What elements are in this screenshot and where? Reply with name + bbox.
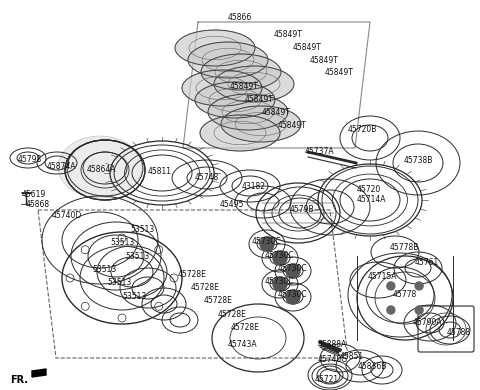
Text: 45715A: 45715A: [368, 272, 397, 281]
Text: 45730C: 45730C: [278, 264, 308, 273]
Text: 45737A: 45737A: [305, 147, 335, 156]
Text: 45888A: 45888A: [318, 340, 347, 349]
Text: 45743A: 45743A: [228, 340, 258, 349]
Text: 45740G: 45740G: [318, 355, 348, 364]
Text: 53513: 53513: [125, 252, 149, 261]
Text: 45730C: 45730C: [265, 251, 295, 260]
Text: 45720B: 45720B: [348, 125, 377, 134]
Ellipse shape: [182, 70, 262, 106]
Text: 45720: 45720: [357, 185, 381, 194]
Text: 45874A: 45874A: [47, 162, 76, 171]
Text: 45790A: 45790A: [413, 318, 443, 327]
Text: 45721: 45721: [315, 375, 339, 384]
Ellipse shape: [188, 42, 268, 78]
Text: 45849T: 45849T: [230, 82, 259, 91]
Text: 45798: 45798: [18, 155, 42, 164]
Text: 45836B: 45836B: [358, 362, 387, 371]
Ellipse shape: [175, 30, 255, 66]
Text: 45748: 45748: [195, 173, 219, 182]
Ellipse shape: [214, 66, 294, 102]
Text: 43182: 43182: [242, 182, 266, 191]
Circle shape: [273, 251, 287, 265]
Circle shape: [286, 290, 300, 304]
Polygon shape: [32, 369, 46, 377]
Text: 45728E: 45728E: [231, 323, 260, 332]
Text: 45728E: 45728E: [218, 310, 247, 319]
Text: 45728E: 45728E: [204, 296, 233, 305]
Text: 45738B: 45738B: [404, 156, 433, 165]
Text: 45728E: 45728E: [178, 270, 207, 279]
Text: 45778: 45778: [393, 290, 417, 299]
Text: 45730C: 45730C: [278, 290, 308, 299]
Ellipse shape: [195, 82, 275, 118]
Text: 45730C: 45730C: [265, 277, 295, 286]
Text: 45788: 45788: [447, 328, 471, 337]
Text: 45866: 45866: [228, 13, 252, 22]
Text: 45714A: 45714A: [357, 195, 386, 204]
Text: 45730C: 45730C: [252, 237, 282, 246]
Text: 45864A: 45864A: [87, 165, 117, 174]
Circle shape: [387, 306, 395, 314]
Text: 53513: 53513: [110, 238, 134, 247]
Circle shape: [286, 264, 300, 278]
Text: 45728E: 45728E: [191, 283, 220, 292]
Ellipse shape: [221, 106, 301, 142]
Ellipse shape: [201, 54, 281, 90]
Text: 4579B: 4579B: [290, 205, 314, 214]
Text: 45740D: 45740D: [52, 211, 82, 220]
Circle shape: [415, 282, 423, 290]
Text: 45849T: 45849T: [293, 43, 322, 52]
Circle shape: [273, 277, 287, 291]
Text: 45849T: 45849T: [274, 30, 303, 39]
Text: 45778B: 45778B: [390, 243, 420, 252]
Text: 45849T: 45849T: [262, 108, 291, 117]
Circle shape: [260, 237, 274, 251]
Text: 53513: 53513: [107, 278, 131, 287]
Text: 45851: 45851: [340, 352, 364, 361]
Circle shape: [415, 306, 423, 314]
Text: 53513: 53513: [92, 265, 116, 274]
Text: 45495: 45495: [220, 200, 244, 209]
Text: 45868: 45868: [26, 200, 50, 209]
Text: 53513: 53513: [122, 292, 146, 301]
Ellipse shape: [58, 136, 142, 198]
Text: 45849T: 45849T: [310, 56, 339, 65]
Text: 45619: 45619: [22, 190, 46, 199]
Text: 45849T: 45849T: [278, 121, 307, 130]
Ellipse shape: [200, 115, 280, 151]
Text: 45849T: 45849T: [245, 95, 274, 104]
Text: 53513: 53513: [130, 225, 154, 234]
Text: 45761: 45761: [415, 258, 439, 267]
Circle shape: [387, 282, 395, 290]
Text: 45849T: 45849T: [325, 68, 354, 77]
Ellipse shape: [208, 94, 288, 130]
Text: FR.: FR.: [10, 375, 28, 385]
Text: 45811: 45811: [148, 167, 172, 176]
